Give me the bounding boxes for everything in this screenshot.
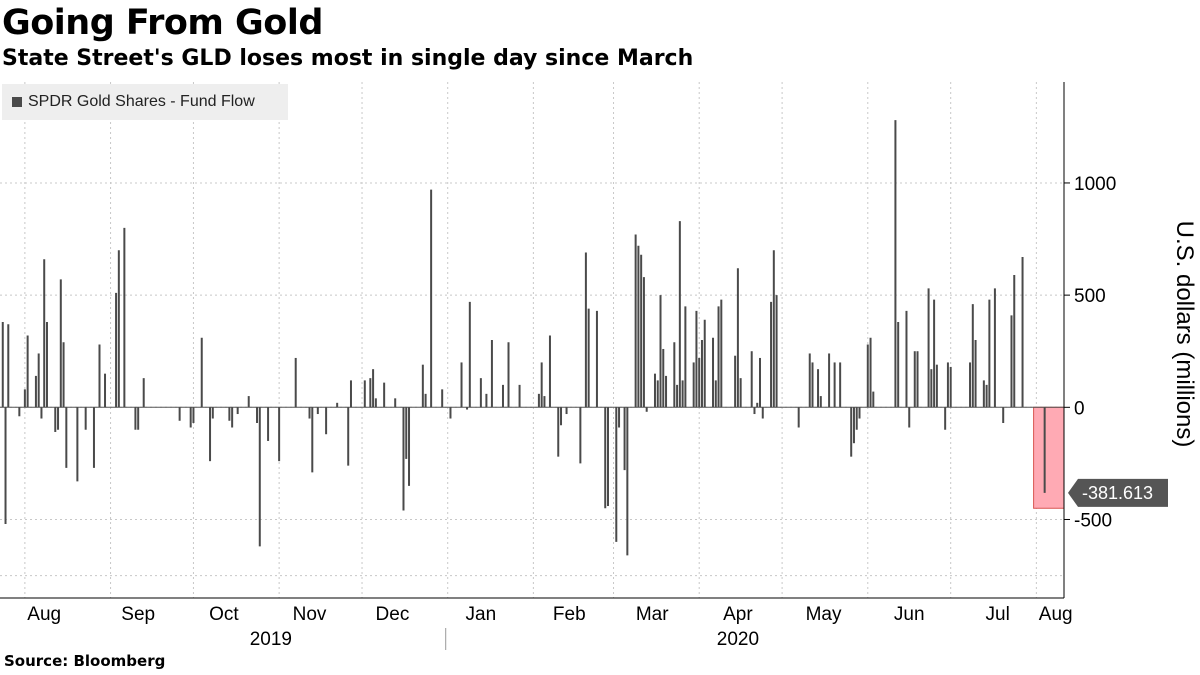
y-tick-label: 1000 — [1074, 174, 1116, 195]
x-year-label: 2019 — [250, 629, 292, 650]
chart-subtitle: State Street's GLD loses most in single … — [2, 46, 694, 71]
y-tick-label: 500 — [1074, 286, 1106, 307]
y-tick-label: 0 — [1074, 398, 1085, 419]
x-month-label: Aug — [27, 604, 61, 625]
legend: SPDR Gold Shares - Fund Flow — [2, 84, 288, 120]
x-month-label: Aug — [1039, 604, 1073, 625]
x-month-label: Apr — [723, 604, 753, 625]
source-note: Source: Bloomberg — [4, 652, 166, 670]
x-month-label: May — [806, 604, 842, 625]
y-tick-label: -500 — [1074, 510, 1112, 531]
legend-label: SPDR Gold Shares - Fund Flow — [28, 93, 255, 110]
x-month-label: Nov — [293, 604, 327, 625]
x-month-label: Feb — [553, 604, 586, 625]
x-month-label: Mar — [636, 604, 669, 625]
highlight-box — [1033, 406, 1065, 509]
value-callout-box — [1068, 478, 1168, 507]
chart-title: Going From Gold — [2, 3, 323, 43]
x-month-label: Dec — [376, 604, 410, 625]
x-month-label: Jan — [466, 604, 497, 625]
x-month-label: Jun — [894, 604, 925, 625]
legend-swatch — [12, 97, 22, 107]
x-year-label: 2020 — [717, 629, 759, 650]
x-month-label: Oct — [209, 604, 239, 625]
x-month-label: Jul — [986, 604, 1010, 625]
x-month-label: Sep — [121, 604, 155, 625]
value-callout-label: -381.613 — [1082, 483, 1153, 503]
y-axis-title: U.S. dollars (millions) — [1171, 221, 1198, 448]
